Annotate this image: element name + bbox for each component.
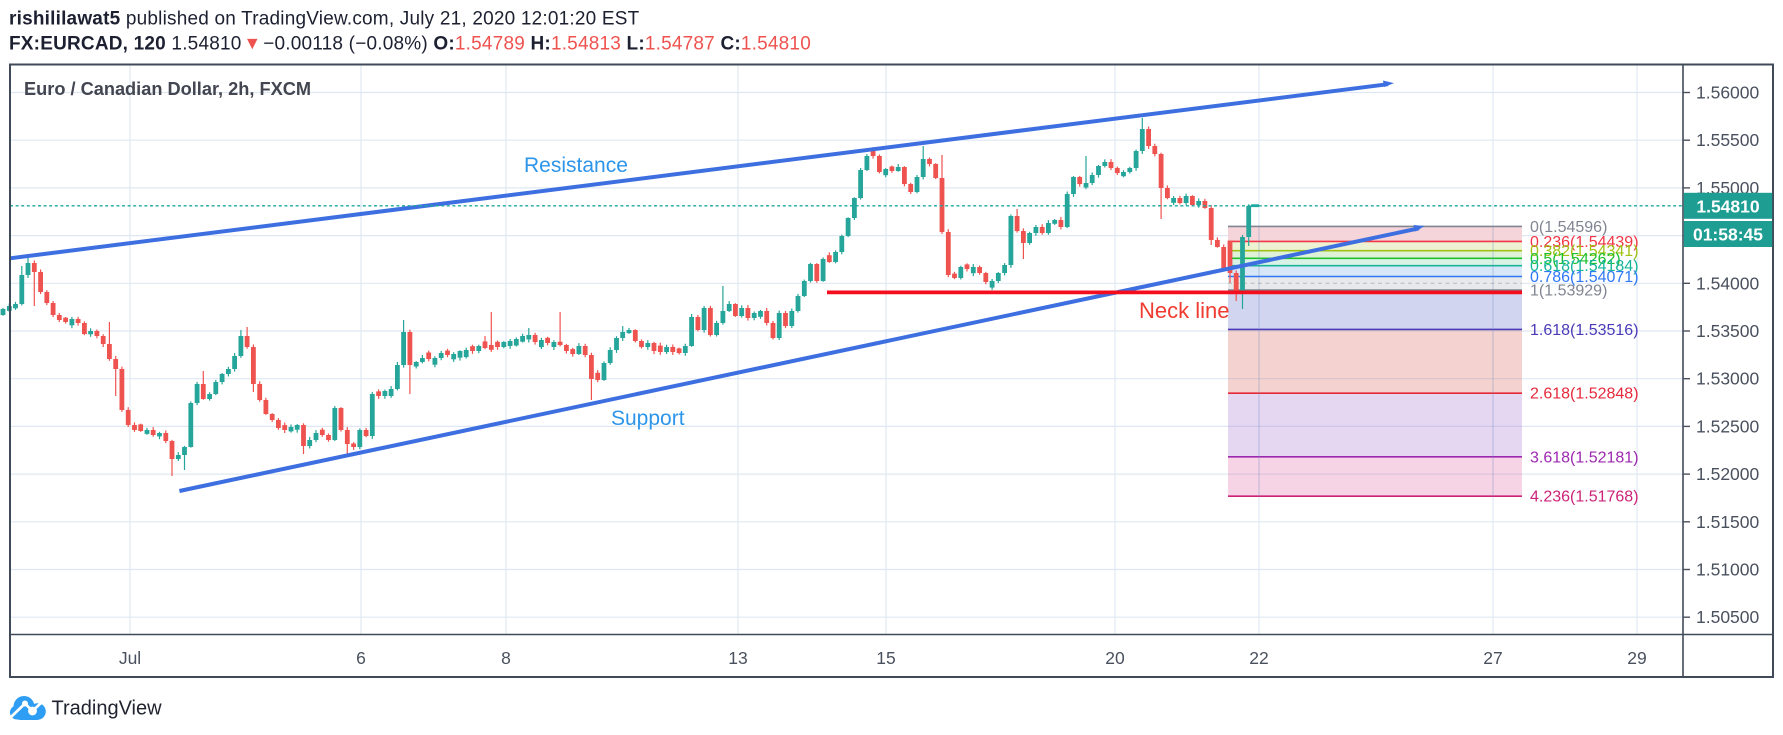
svg-text:22: 22 [1249, 648, 1268, 668]
svg-text:4.236(1.51768): 4.236(1.51768) [1530, 489, 1639, 506]
svg-text:TradingView: TradingView [52, 698, 163, 720]
svg-text:1.53000: 1.53000 [1696, 369, 1760, 389]
svg-text:1.618(1.53516): 1.618(1.53516) [1530, 322, 1639, 339]
svg-text:Jul: Jul [119, 648, 141, 668]
svg-text:rishililawat5 published on Tra: rishililawat5 published on TradingView.c… [9, 9, 640, 30]
svg-text:29: 29 [1627, 648, 1646, 668]
svg-text:Support: Support [611, 407, 685, 430]
svg-text:20: 20 [1105, 648, 1125, 668]
svg-text:0.382(1.54341): 0.382(1.54341) [1530, 243, 1639, 260]
svg-text:1.51000: 1.51000 [1696, 560, 1760, 580]
svg-text:Resistance: Resistance [524, 154, 628, 177]
svg-text:01:58:45: 01:58:45 [1693, 225, 1763, 245]
svg-text:3.618(1.52181): 3.618(1.52181) [1530, 449, 1639, 466]
svg-text:13: 13 [728, 648, 747, 668]
svg-text:Neck line: Neck line [1139, 298, 1229, 323]
svg-text:1(1.53929): 1(1.53929) [1530, 283, 1607, 300]
svg-text:27: 27 [1483, 648, 1502, 668]
svg-text:1.54810: 1.54810 [1696, 196, 1760, 216]
svg-text:1.50500: 1.50500 [1696, 607, 1760, 627]
svg-text:Euro / Canadian Dollar, 2h, FX: Euro / Canadian Dollar, 2h, FXCM [24, 79, 311, 99]
svg-text:FX:EURCAD, 120 1.54810 ▾ −0.0: FX:EURCAD, 120 1.54810 ▾ −0.00118 (−0.08… [9, 32, 811, 55]
svg-text:1.53500: 1.53500 [1696, 321, 1760, 341]
svg-text:0(1.54596): 0(1.54596) [1530, 219, 1607, 236]
svg-text:1.52000: 1.52000 [1696, 464, 1760, 484]
svg-text:1.55500: 1.55500 [1696, 130, 1760, 150]
svg-text:0.786(1.54071): 0.786(1.54071) [1530, 269, 1639, 286]
svg-text:8: 8 [501, 648, 511, 668]
svg-text:0.236(1.54439): 0.236(1.54439) [1530, 234, 1639, 251]
svg-text:1.54000: 1.54000 [1696, 273, 1760, 293]
svg-text:2.618(1.52848): 2.618(1.52848) [1530, 386, 1639, 403]
svg-text:15: 15 [876, 648, 895, 668]
svg-text:0.5(1.54262): 0.5(1.54262) [1530, 251, 1621, 268]
svg-text:1.52500: 1.52500 [1696, 416, 1760, 436]
svg-text:6: 6 [356, 648, 366, 668]
svg-text:1.56000: 1.56000 [1696, 83, 1760, 103]
svg-text:0.618(1.54184): 0.618(1.54184) [1530, 258, 1639, 275]
svg-text:1.51500: 1.51500 [1696, 512, 1760, 532]
